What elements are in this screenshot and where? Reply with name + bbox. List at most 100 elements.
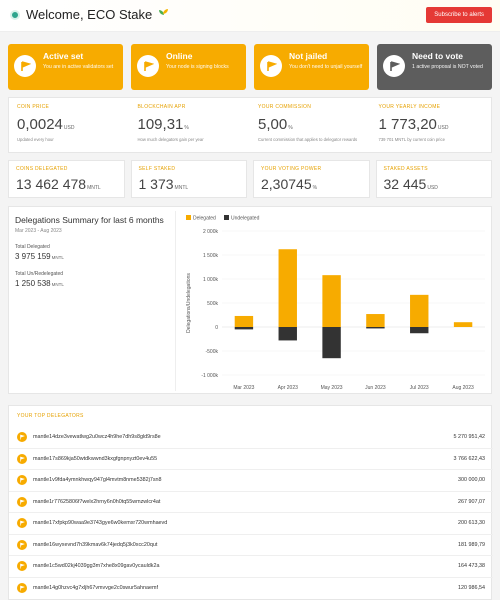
delegator-address[interactable]: mantle14dze3vewatlwg2u0wcz4h9he7dh9s8gld… [33, 433, 161, 440]
metric-value: 32 445USD [383, 176, 438, 192]
delegator-avatar-icon [17, 453, 27, 464]
status-flag-icon [137, 55, 159, 77]
metric-label: YOUR YEARLY INCOME [378, 104, 441, 110]
metrics-panel: COIN PRICE 0,0024USD Updated every hour … [8, 97, 492, 153]
metric-yearly-income: YOUR YEARLY INCOME 1 773,20USD 739 701 M… [371, 98, 492, 152]
summary-stats: Delegations Summary for last 6 months Ma… [15, 215, 165, 288]
metric-value: 13 462 478MNTL [16, 176, 101, 192]
metric-label: SELF STAKED [138, 166, 176, 172]
metric-voting-power: YOUR VOTING POWER 2,30745% [253, 160, 370, 198]
y-tick-label: 2 000k [203, 229, 219, 235]
total-delegated-value: 3 975 159MNTL [15, 252, 64, 261]
delegators-header: YOUR TOP DELEGATORS [17, 413, 84, 419]
metric-label: COIN PRICE [17, 104, 50, 110]
bar-delegated [234, 315, 254, 327]
page-title: Welcome, ECO Stake [26, 7, 153, 22]
x-tick-label: Jun 2023 [365, 385, 386, 391]
summary-title: Delegations Summary for last 6 months [15, 215, 164, 225]
delegator-address[interactable]: mantle17s869kja50wtdkwwnd3kxgfgnpnyzt0ev… [33, 455, 158, 462]
bar-delegated [453, 322, 473, 327]
delegator-address[interactable]: mantle14g0hzvc4g7xljh67vmvvge2c0swur5ahn… [33, 584, 158, 591]
delegator-amount: 200 613,30 [458, 520, 485, 527]
chart-svg: Delegated Undelegated 2 000k 1 500k 1 000k 50… [186, 215, 485, 391]
total-undelegated-value: 1 250 538MNTL [15, 279, 64, 288]
y-tick-label: -1 000k [201, 373, 218, 379]
brand: Welcome, ECO Stake [10, 7, 169, 22]
metric-label: BLOCKCHAIN APR [137, 104, 186, 110]
metric-value: 109,31% [137, 116, 189, 133]
delegator-amount: 5 270 951,42 [453, 433, 485, 440]
delegator-avatar-icon [17, 475, 27, 486]
delegations-summary-panel: Delegations Summary for last 6 months Ma… [8, 206, 492, 394]
metric-value: 1 773,20USD [378, 116, 449, 133]
legend-swatch [186, 215, 191, 220]
stake-metrics: COINS DELEGATED 13 462 478MNTL SELF STAK… [8, 160, 492, 198]
subscribe-alerts-button[interactable]: Subscribe to alerts [426, 7, 492, 23]
delegator-address[interactable]: mantle1r77625806f7welx2hrny6n0h0tq55wmzw… [33, 498, 161, 505]
status-card-not-jailed: Not jailed You don't need to unjail your… [254, 44, 369, 90]
bar-undelegated [410, 327, 429, 334]
delegator-avatar-icon [17, 561, 27, 572]
metric-coins-delegated: COINS DELEGATED 13 462 478MNTL [8, 160, 125, 198]
metric-self-staked: SELF STAKED 1 373MNTL [130, 160, 247, 198]
delegator-row[interactable]: mantle1v9fda4ymnkhwqy947gl4mvtm8nme5382j… [9, 469, 493, 491]
delegator-avatar-icon [17, 518, 27, 529]
metric-label: STAKED ASSETS [383, 166, 428, 172]
status-card-active-set: Active set You are in active validators … [8, 44, 123, 90]
metric-sub: How much delegators gain per year [137, 137, 204, 142]
status-desc: You are in active validators set [43, 64, 114, 70]
delegator-row[interactable]: mantle1c5wd02kj4039gg3m7xhe8x09gav0ycaul… [9, 555, 493, 577]
x-tick-label: Jul 2023 [410, 385, 429, 391]
x-tick-label: Aug 2023 [452, 385, 474, 391]
delegator-avatar-icon [17, 582, 27, 593]
y-tick-label: 500k [207, 301, 218, 307]
delegator-avatar-icon [17, 496, 27, 507]
delegator-amount: 3 766 622,43 [453, 455, 485, 462]
top-delegators-panel: YOUR TOP DELEGATORS mantle14dze3vewatlwg… [8, 405, 493, 600]
metric-coin-price: COIN PRICE 0,0024USD Updated every hour [9, 98, 130, 152]
metric-sub: 739 701 MNTL by current coin price [378, 137, 445, 142]
y-tick-label: 0 [215, 325, 218, 331]
bar-undelegated [322, 327, 341, 359]
delegator-row[interactable]: mantle14dze3vewatlwg2u0wcz4h9he7dh9s8gld… [9, 426, 493, 448]
delegator-amount: 120 986,54 [458, 584, 485, 591]
divider [175, 211, 176, 391]
bar-undelegated [366, 327, 385, 329]
legend-label: Delegated [193, 216, 216, 222]
delegators-list: mantle14dze3vewatlwg2u0wcz4h9he7dh9s8gld… [9, 426, 493, 598]
delegator-row[interactable]: mantle17xfpkp90waa9e3743gye6w0kemxr720wm… [9, 512, 493, 534]
delegator-amount: 267 907,07 [458, 498, 485, 505]
status-title: Not jailed [289, 51, 328, 61]
total-delegated-label: Total Delegated [15, 244, 50, 250]
validator-logo-icon [10, 9, 20, 20]
status-cards: Active set You are in active validators … [8, 44, 492, 90]
bar-delegated [322, 275, 341, 327]
y-axis-label: Delegations/Undelegations [186, 273, 192, 333]
metric-staked-assets: STAKED ASSETS 32 445USD [375, 160, 492, 198]
delegator-address[interactable]: mantle1v9fda4ymnkhwqy947gl4mvtm8nme5382j… [33, 477, 162, 484]
bar-delegated [278, 249, 297, 327]
bar-undelegated [234, 327, 254, 330]
delegator-row[interactable]: mantle1r77625806f7welx2hrny6n0h0tq55wmzw… [9, 490, 493, 513]
metric-value: 5,00% [258, 116, 293, 133]
delegator-address[interactable]: mantle17xfpkp90waa9e3743gye6w0kemxr720wm… [33, 520, 168, 527]
status-card-need-to-vote[interactable]: Need to vote 1 active proposal is NOT vo… [377, 44, 492, 90]
legend-swatch [224, 215, 229, 220]
bar-delegated [366, 314, 385, 327]
status-flag-icon [260, 55, 282, 77]
delegator-row[interactable]: mantle17s869kja50wtdkwwnd3kxgfgnpnyzt0ev… [9, 447, 493, 470]
metric-value: 0,0024USD [17, 116, 75, 133]
summary-period: Mar 2023 - Aug 2023 [15, 228, 62, 234]
status-title: Online [166, 51, 193, 61]
x-tick-label: Mar 2023 [233, 385, 254, 391]
status-title: Need to vote [412, 51, 464, 61]
delegator-amount: 181 989,79 [458, 541, 485, 548]
delegator-row[interactable]: mantle14g0hzvc4g7xljh67vmvvge2c0swur5ahn… [9, 576, 493, 599]
delegator-address[interactable]: mantle16wyxevnd7h39kmav6k74jedq5j3k0xcc2… [33, 541, 158, 548]
delegator-address[interactable]: mantle1c5wd02kj4039gg3m7xhe8x09gav0ycaul… [33, 563, 160, 570]
delegations-chart: Delegated Undelegated 2 000k 1 500k 1 000k 50… [176, 207, 493, 395]
x-tick-label: Apr 2023 [278, 385, 299, 391]
delegator-row[interactable]: mantle16wyxevnd7h39kmav6k74jedq5j3k0xcc2… [9, 533, 493, 556]
y-tick-label: -500k [205, 349, 218, 355]
metric-label: COINS DELEGATED [16, 166, 68, 172]
